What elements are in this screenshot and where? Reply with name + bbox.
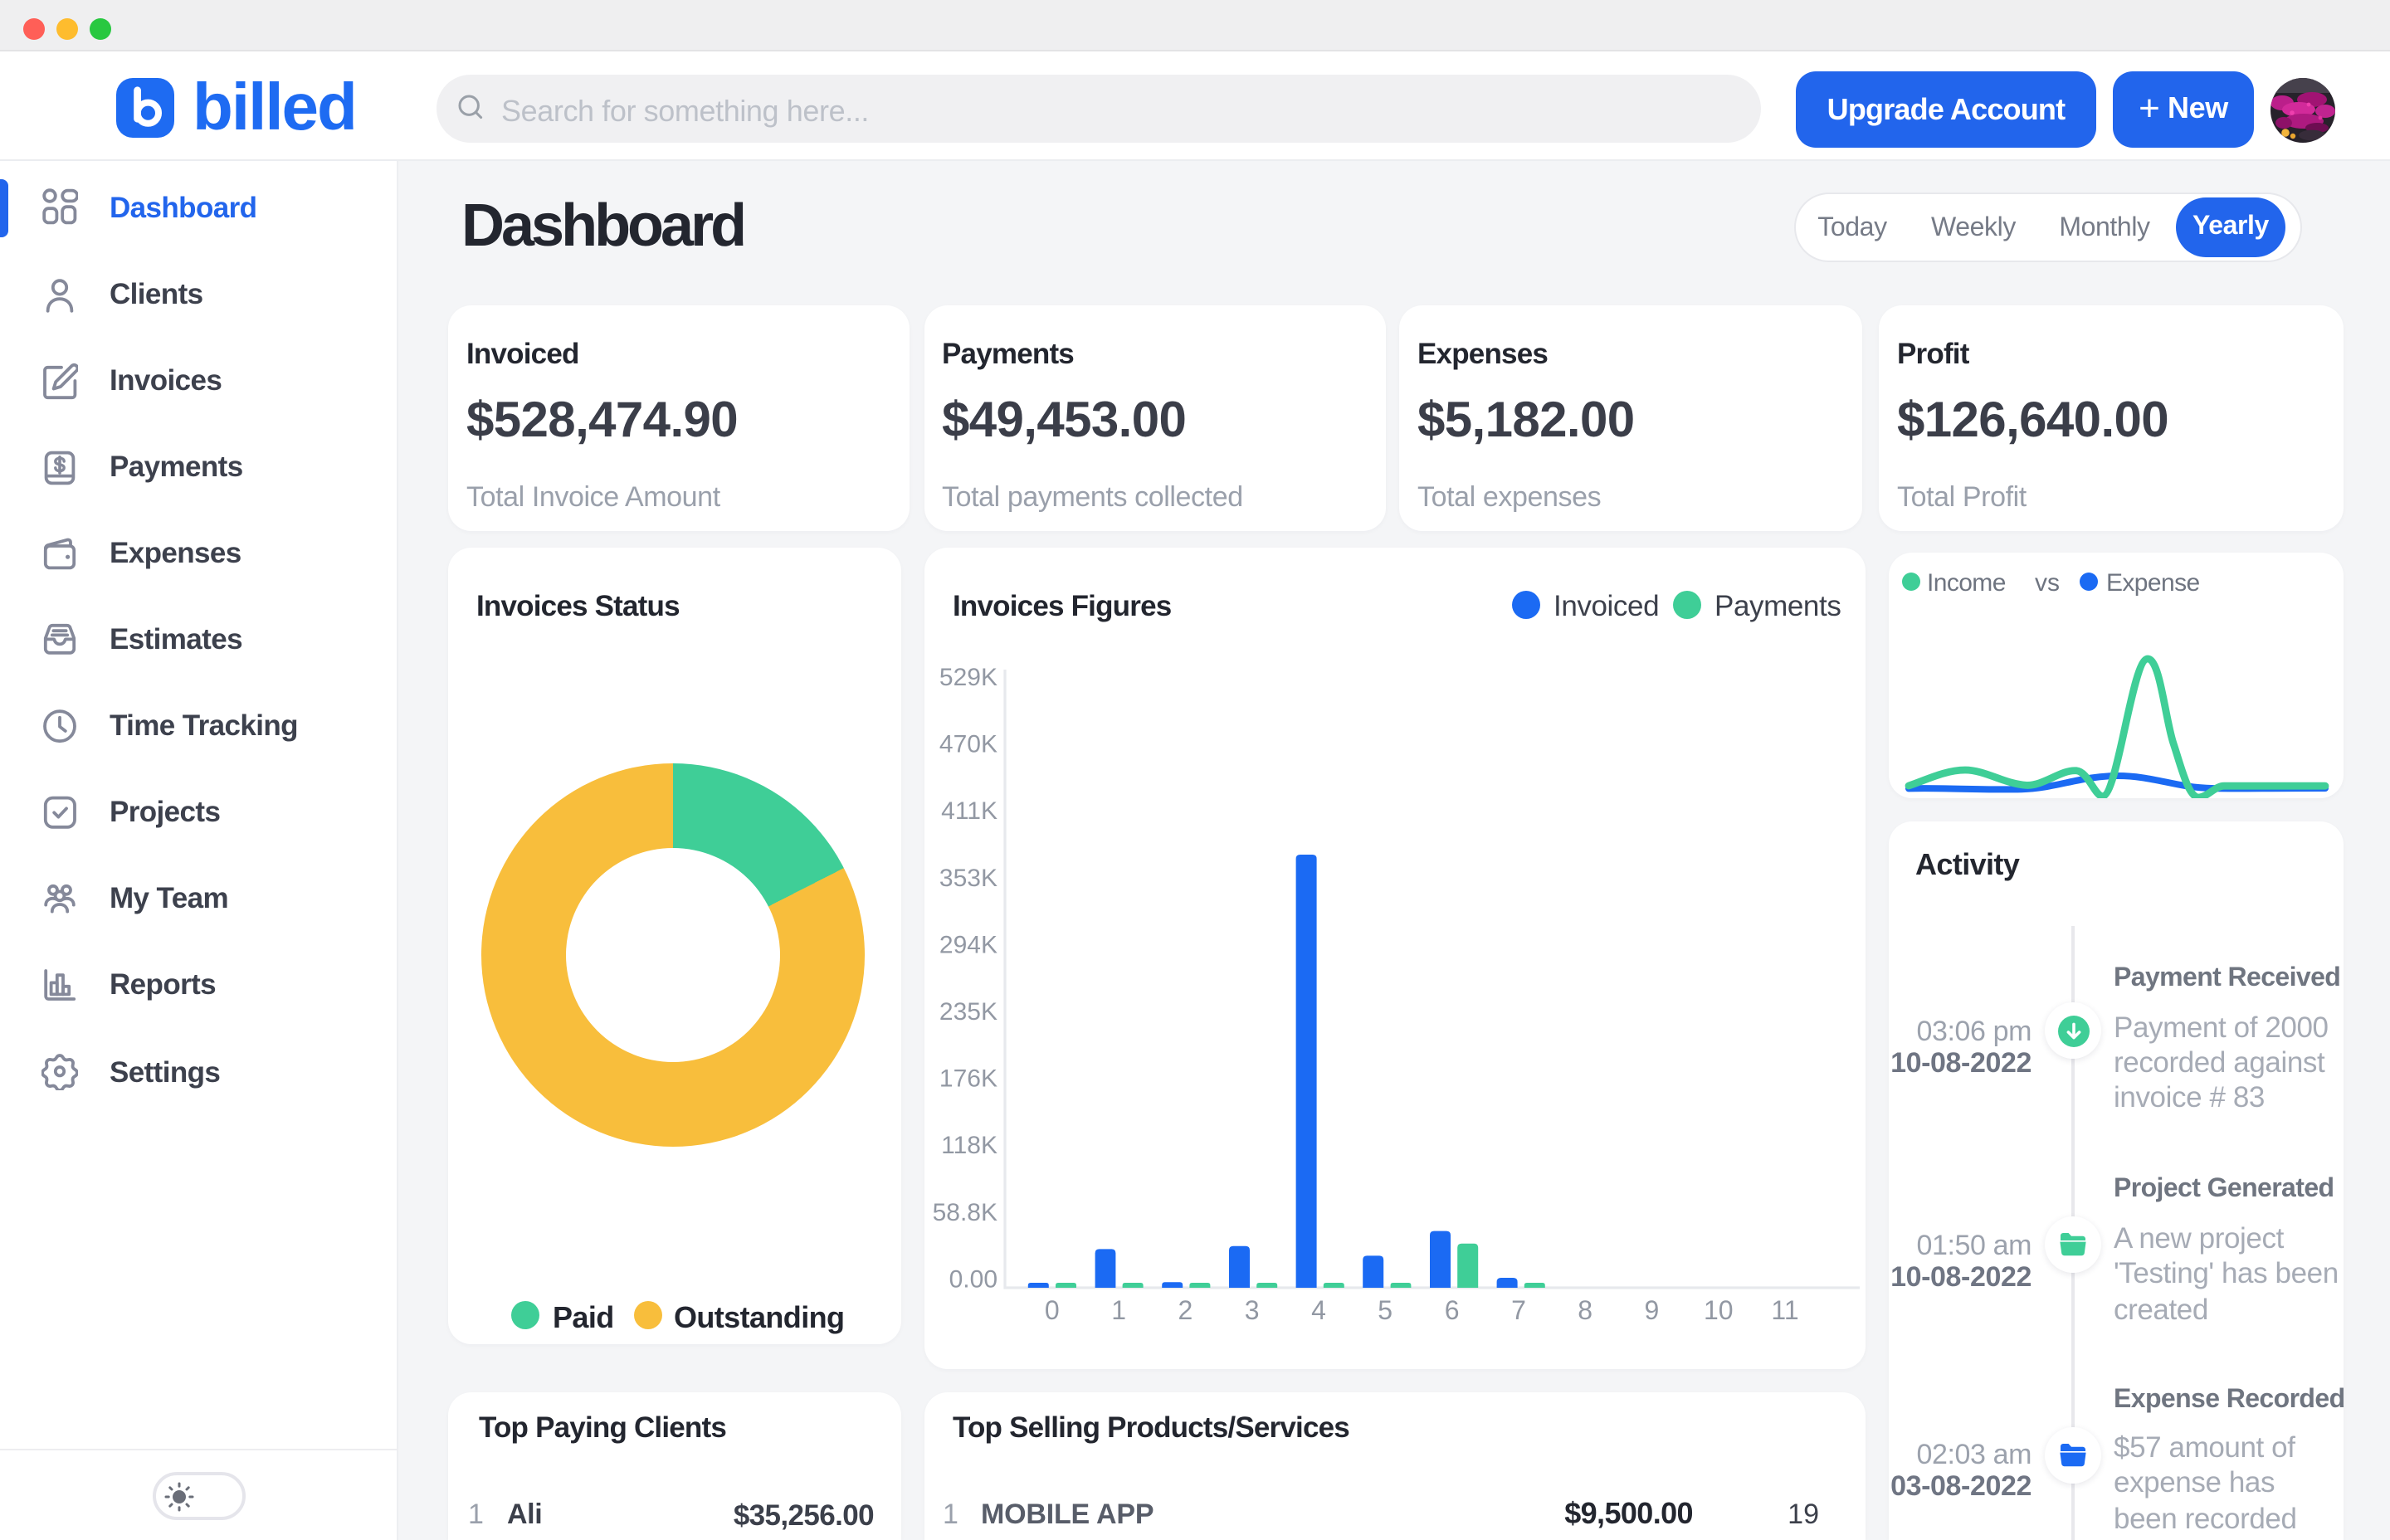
svg-text:0: 0 [1044,1295,1059,1325]
svg-text:4: 4 [1310,1295,1325,1325]
svg-text:294K: 294K [939,931,997,958]
svg-text:5: 5 [1377,1295,1392,1325]
svg-text:470K: 470K [939,731,997,758]
svg-text:0.00: 0.00 [949,1265,997,1293]
svg-text:8: 8 [1577,1295,1592,1325]
svg-text:3: 3 [1244,1295,1259,1325]
svg-text:118K: 118K [940,1132,997,1159]
svg-text:11: 11 [1770,1295,1797,1325]
svg-text:6: 6 [1444,1295,1459,1325]
svg-text:9: 9 [1644,1295,1659,1325]
svg-text:176K: 176K [939,1065,997,1093]
svg-text:58.8K: 58.8K [932,1199,997,1226]
svg-text:529K: 529K [939,664,997,691]
svg-text:235K: 235K [939,998,997,1026]
svg-text:353K: 353K [939,865,997,892]
svg-text:7: 7 [1510,1295,1525,1325]
svg-text:10: 10 [1703,1295,1733,1325]
svg-text:1: 1 [1110,1295,1125,1325]
svg-text:411K: 411K [940,797,997,825]
svg-text:2: 2 [1178,1295,1193,1325]
